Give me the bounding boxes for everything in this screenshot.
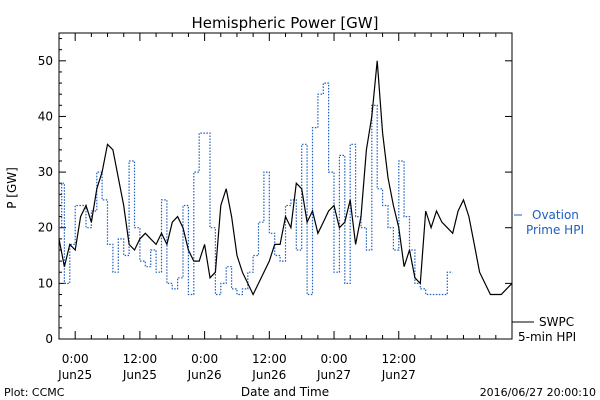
x-tick-date-label: Jun26 — [187, 368, 222, 382]
x-tick-time-label: 0:00 — [191, 352, 218, 366]
x-tick-time-label: 0:00 — [321, 352, 348, 366]
x-tick-time-label: 12:00 — [381, 352, 416, 366]
series-swpc-line — [59, 60, 512, 296]
x-axis-label: Date and Time — [241, 385, 329, 399]
y-tick-label: 20 — [38, 221, 53, 235]
y-tick-label: 40 — [38, 109, 53, 123]
y-tick-label: 10 — [38, 276, 53, 290]
y-tick-label: 30 — [38, 165, 53, 179]
plot-frame — [58, 32, 513, 340]
y-tick-label: 50 — [38, 54, 53, 68]
y-tick-label: 0 — [45, 332, 53, 346]
x-tick-time-label: 12:00 — [123, 352, 158, 366]
y-axis-label: P [GW] — [5, 167, 19, 209]
x-tick-date-label: Jun26 — [251, 368, 286, 382]
x-tick-time-label: 0:00 — [62, 352, 89, 366]
series-ovation-prime-line — [59, 82, 453, 296]
legend-ovation-line1: Ovation — [532, 208, 579, 222]
y-axis: 0 10 20 30 40 50 — [38, 38, 512, 346]
legend-ovation-line2: Prime HPI — [526, 223, 584, 237]
chart-title: Hemispheric Power [GW] — [192, 14, 379, 32]
plot-timestamp: 2016/06/27 20:00:10 — [480, 386, 596, 399]
legend-swpc-line2: 5-min HPI — [518, 330, 576, 344]
legend-swpc-line1: SWPC — [539, 315, 574, 329]
plot-credit: Plot: CCMC — [4, 386, 65, 399]
x-tick-date-label: Jun25 — [57, 368, 92, 382]
x-axis: 0:00 Jun25 12:00 Jun25 0:00 Jun26 12:00 Jun26 0:… — [57, 33, 513, 382]
x-tick-date-label: Jun27 — [381, 368, 416, 382]
x-tick-time-label: 12:00 — [252, 352, 287, 366]
x-tick-date-label: Jun27 — [316, 368, 351, 382]
x-tick-date-label: Jun25 — [122, 368, 157, 382]
